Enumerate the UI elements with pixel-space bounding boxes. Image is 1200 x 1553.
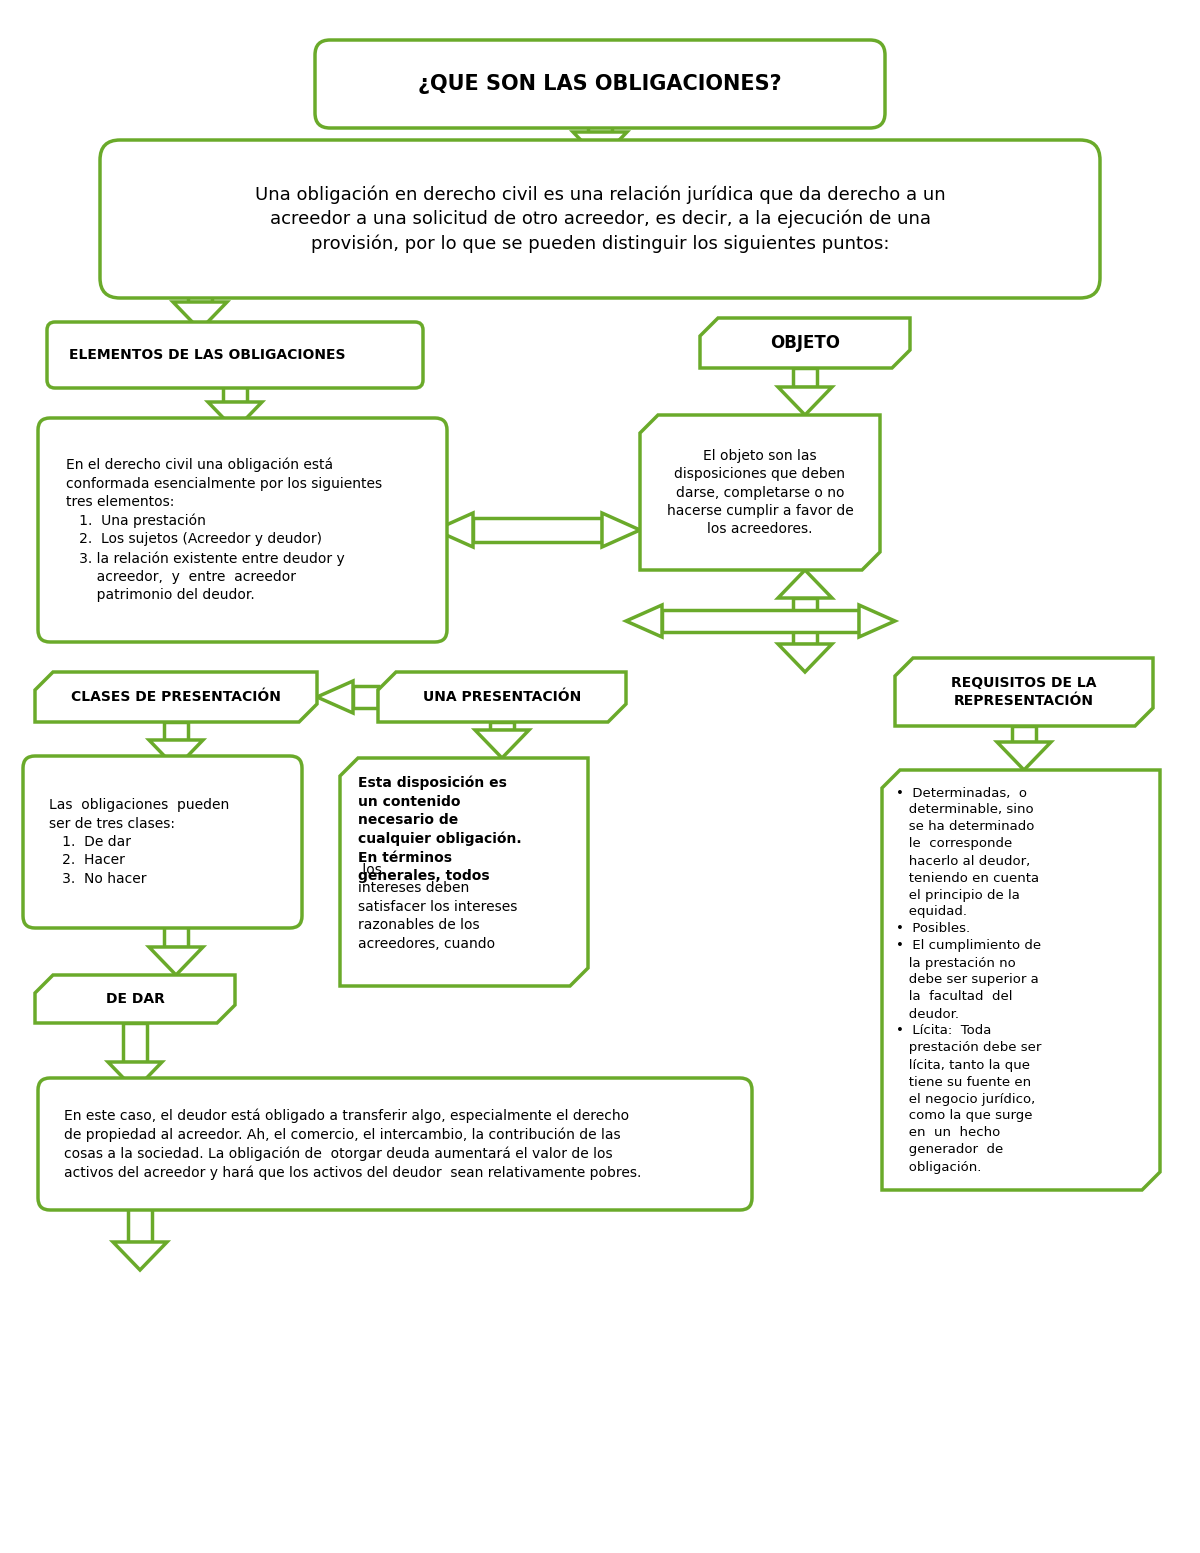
Bar xyxy=(793,368,817,387)
Text: En el derecho civil una obligación está
conformada esencialmente por los siguien: En el derecho civil una obligación está … xyxy=(66,458,382,603)
Bar xyxy=(1012,725,1036,742)
Polygon shape xyxy=(35,975,235,1023)
Bar xyxy=(662,610,859,632)
Polygon shape xyxy=(997,742,1051,770)
Polygon shape xyxy=(149,739,203,769)
Bar xyxy=(188,278,212,301)
Polygon shape xyxy=(436,512,473,547)
Polygon shape xyxy=(882,770,1160,1190)
Polygon shape xyxy=(475,730,529,758)
Bar xyxy=(793,598,817,644)
Polygon shape xyxy=(208,402,262,430)
Text: ELEMENTOS DE LAS OBLIGACIONES: ELEMENTOS DE LAS OBLIGACIONES xyxy=(70,348,346,362)
Bar xyxy=(164,916,188,947)
Text: REQUISITOS DE LA
REPRESENTACIÓN: REQUISITOS DE LA REPRESENTACIÓN xyxy=(952,676,1097,708)
Polygon shape xyxy=(35,672,317,722)
Polygon shape xyxy=(895,658,1153,725)
Polygon shape xyxy=(778,387,832,415)
Text: ¿QUE SON LAS OBLIGACIONES?: ¿QUE SON LAS OBLIGACIONES? xyxy=(418,75,782,95)
Polygon shape xyxy=(778,644,832,672)
Text: DE DAR: DE DAR xyxy=(106,992,164,1006)
FancyBboxPatch shape xyxy=(47,321,424,388)
Bar xyxy=(128,1197,152,1242)
Text: UNA PRESENTACIÓN: UNA PRESENTACIÓN xyxy=(422,690,581,704)
Bar xyxy=(588,113,612,132)
Polygon shape xyxy=(574,132,628,160)
Polygon shape xyxy=(859,606,895,637)
Text: En este caso, el deudor está obligado a transferir algo, especialmente el derech: En este caso, el deudor está obligado a … xyxy=(64,1109,641,1180)
Polygon shape xyxy=(378,672,626,722)
Polygon shape xyxy=(626,606,662,637)
FancyBboxPatch shape xyxy=(38,1078,752,1210)
Text: Una obligación en derecho civil es una relación jurídica que da derecho a un
acr: Una obligación en derecho civil es una r… xyxy=(254,185,946,253)
Polygon shape xyxy=(340,758,588,986)
Polygon shape xyxy=(149,947,203,975)
Polygon shape xyxy=(602,512,640,547)
Bar xyxy=(353,686,378,708)
FancyBboxPatch shape xyxy=(23,756,302,929)
Polygon shape xyxy=(317,682,353,713)
Text: •  Determinadas,  o
   determinable, sino
   se ha determinado
   le  correspond: • Determinadas, o determinable, sino se … xyxy=(896,786,1042,1174)
Polygon shape xyxy=(640,415,880,570)
Text: OBJETO: OBJETO xyxy=(770,334,840,353)
Polygon shape xyxy=(778,570,832,598)
Bar xyxy=(490,722,514,730)
Polygon shape xyxy=(173,301,227,329)
Bar xyxy=(164,722,188,739)
Text: los
intereses deben
satisfacer los intereses
razonables de los
acreedores, cuand: los intereses deben satisfacer los inter… xyxy=(358,863,517,950)
Bar xyxy=(223,380,247,402)
Text: CLASES DE PRESENTACIÓN: CLASES DE PRESENTACIÓN xyxy=(71,690,281,704)
Text: El objeto son las
disposiciones que deben
darse, completarse o no
hacerse cumpli: El objeto son las disposiciones que debe… xyxy=(667,449,853,536)
Polygon shape xyxy=(700,318,910,368)
FancyBboxPatch shape xyxy=(100,140,1100,298)
FancyBboxPatch shape xyxy=(38,418,446,641)
Text: Esta disposición es
un contenido
necesario de
cualquier obligación.
En términos
: Esta disposición es un contenido necesar… xyxy=(358,776,522,884)
Text: Las  obligaciones  pueden
ser de tres clases:
   1.  De dar
   2.  Hacer
   3.  : Las obligaciones pueden ser de tres clas… xyxy=(49,798,229,885)
FancyBboxPatch shape xyxy=(314,40,886,127)
Bar xyxy=(124,1023,148,1062)
Polygon shape xyxy=(108,1062,162,1090)
Bar xyxy=(473,519,602,542)
Polygon shape xyxy=(113,1242,167,1270)
